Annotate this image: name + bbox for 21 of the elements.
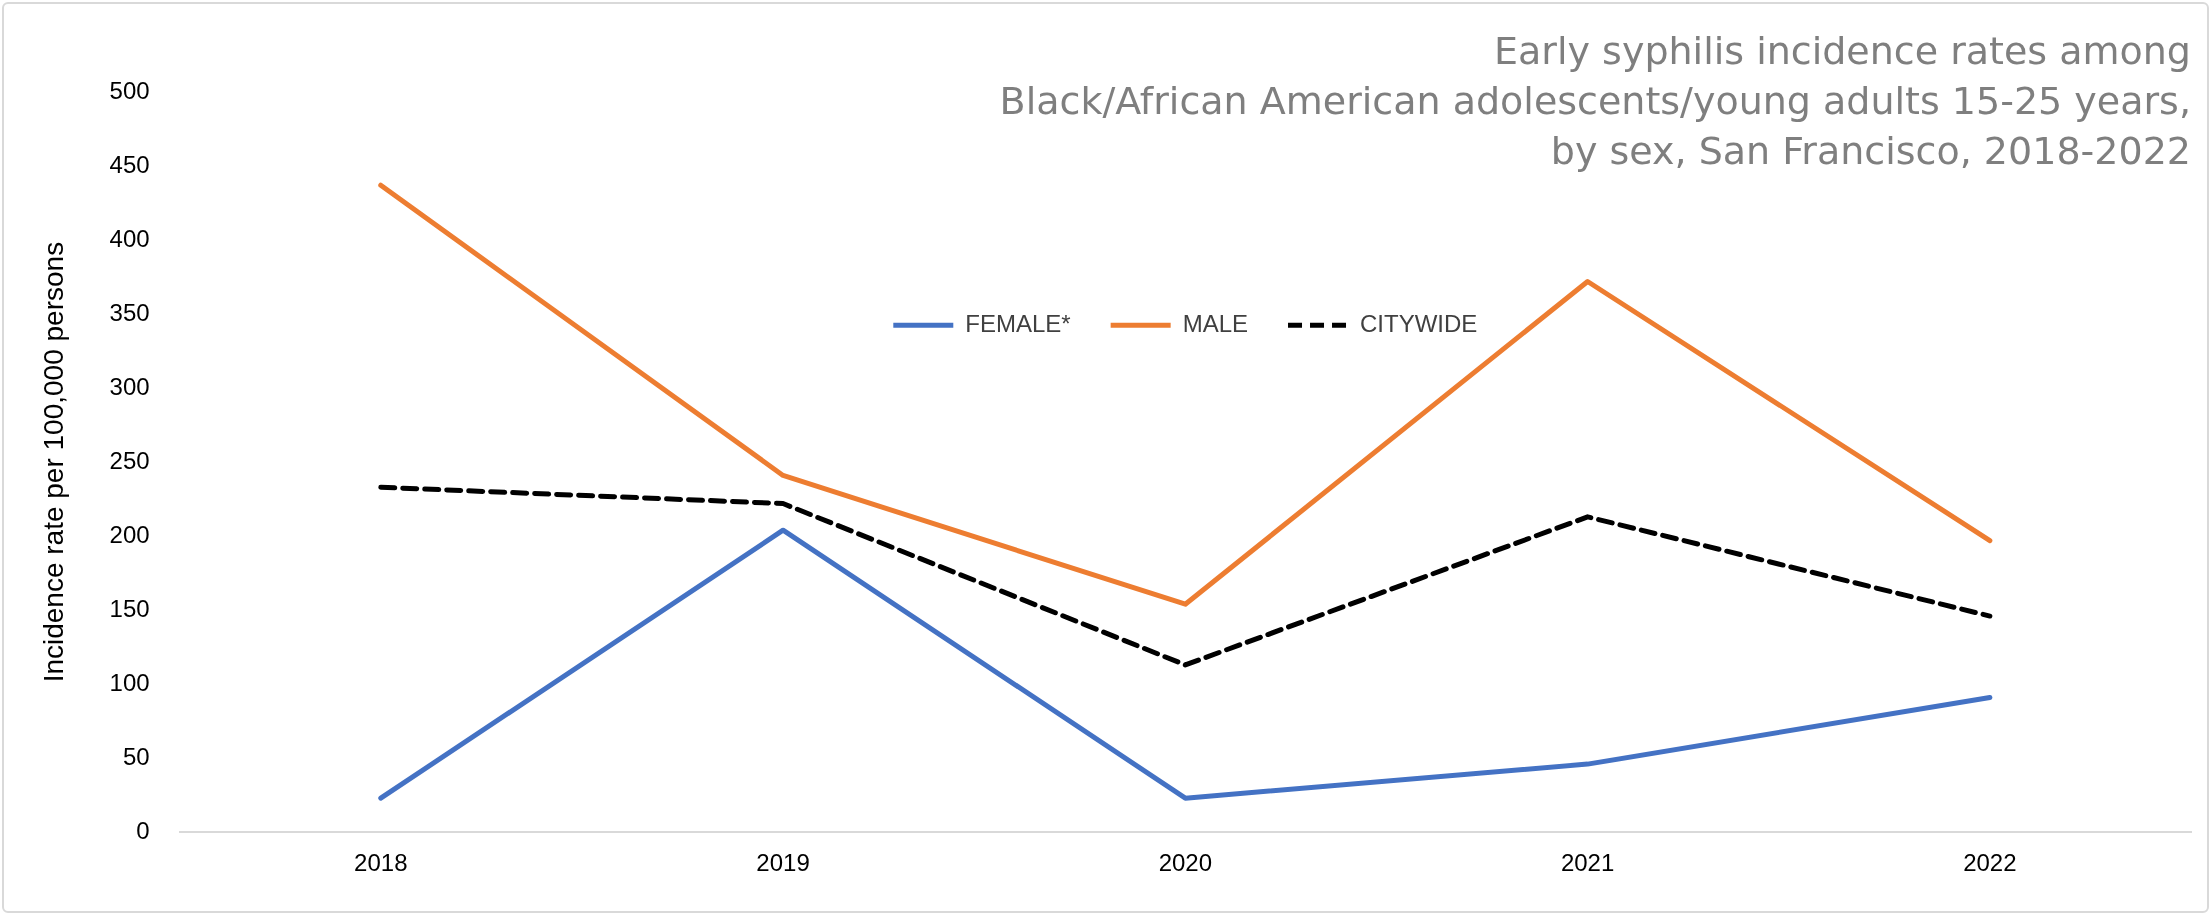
legend-label: MALE (1182, 309, 1249, 337)
y-tick-label: 350 (109, 298, 150, 326)
y-tick-label: 450 (109, 150, 150, 178)
y-tick-label: 400 (109, 224, 150, 252)
y-tick-label: 100 (109, 668, 150, 696)
x-tick-label: 2022 (1963, 849, 2017, 877)
chart-title: Early syphilis incidence rates among Black/African American adolescents/young adults 15-25 years, by sex, San Francisco, 2018-2022 (999, 28, 2191, 175)
y-tick-label: 300 (109, 372, 150, 400)
x-tick-label: 2018 (354, 849, 408, 877)
y-tick-label: 150 (109, 594, 150, 622)
legend-label: CITYWIDE (1360, 309, 1478, 337)
y-tick-label: 0 (136, 816, 150, 844)
y-tick-label: 50 (122, 742, 150, 770)
y-tick-label: 200 (109, 520, 150, 548)
y-axis-title: Incidence rate per 100,000 persons (37, 241, 69, 683)
x-tick-label: 2020 (1158, 849, 1213, 877)
x-tick-label: 2021 (1560, 849, 1615, 877)
y-tick-label: 250 (109, 446, 150, 474)
y-tick-label: 500 (109, 76, 150, 104)
legend-label: FEMALE* (965, 309, 1071, 337)
x-tick-label: 2019 (756, 849, 810, 877)
